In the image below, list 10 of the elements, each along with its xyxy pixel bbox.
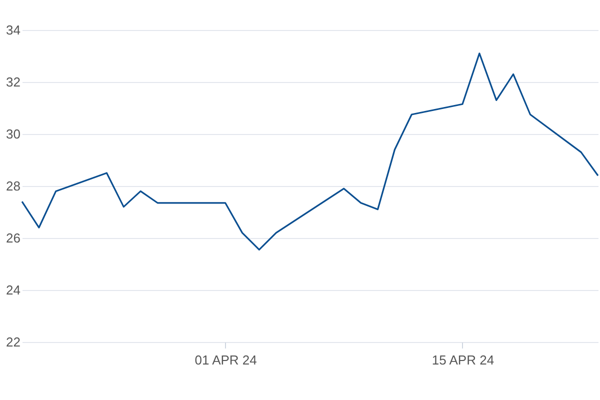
x-tick-label: 15 APR 24 — [432, 352, 494, 368]
x-tick-label: 01 APR 24 — [194, 352, 257, 368]
y-tick-label: 24 — [6, 282, 20, 298]
y-tick-label: 32 — [6, 74, 20, 90]
y-tick-label: 26 — [6, 230, 20, 246]
y-tick-label: 22 — [6, 334, 20, 350]
line-series — [21, 52, 599, 250]
y-tick-label: 34 — [6, 22, 20, 38]
y-tick-label: 30 — [6, 126, 20, 142]
y-tick-label: 28 — [6, 178, 20, 194]
